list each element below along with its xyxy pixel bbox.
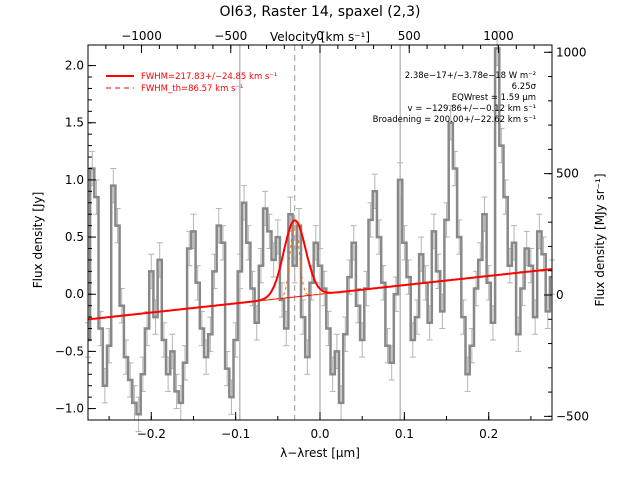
top-tick-label: −1000 xyxy=(121,29,162,43)
y-tick-label: 2.0 xyxy=(65,59,84,73)
annotation-4: Broadening = 200.00+/−22.62 km s⁻¹ xyxy=(373,115,536,125)
right-tick-label: −500 xyxy=(556,409,589,423)
x-tick-label: 0.2 xyxy=(479,427,498,441)
top-tick-label: 500 xyxy=(398,29,421,43)
x-tick-label: 0.0 xyxy=(310,427,329,441)
plot-layer: −0.2 −0.1 0.0 0.1 0.2 −1000 −500 0 500 1000 −1.0 −0… xyxy=(55,29,589,441)
y-tick-label: 1.0 xyxy=(65,173,84,187)
gaussian-fit-line xyxy=(87,219,553,321)
x-tick-label: 0.1 xyxy=(395,427,414,441)
right-tick-label: 1000 xyxy=(556,45,587,59)
annotation-2: EQWrest = 1.59 μm xyxy=(452,93,536,103)
top-tick-label: 1000 xyxy=(483,29,514,43)
y-tick-label: 0.5 xyxy=(65,230,84,244)
right-tick-label: 0 xyxy=(556,288,564,302)
x-axis-bottom-label: λ−λrest [μm] xyxy=(280,446,360,460)
annotation-1: 6.25σ xyxy=(512,82,537,92)
y-tick-label: −1.0 xyxy=(55,402,84,416)
x-tick-label: −0.2 xyxy=(137,427,166,441)
x-axis-top-label: Velocity [km s⁻¹] xyxy=(270,30,370,44)
y-tick-label: −0.5 xyxy=(55,344,84,358)
spectrum-line xyxy=(88,47,552,416)
top-tick-label: 0 xyxy=(316,29,324,43)
x-tick-label: −0.1 xyxy=(221,427,250,441)
chart-title: OI63, Raster 14, spaxel (2,3) xyxy=(220,4,421,20)
annotation-3: v = −129.86+/−−0.12 km s⁻¹ xyxy=(407,104,536,114)
y-axis-left-label: Flux density [Jy] xyxy=(31,192,45,289)
legend-label-1: FWHM_th=86.57 km s⁻¹ xyxy=(141,84,243,94)
top-tick-label: −500 xyxy=(214,29,247,43)
y-tick-label: 0.0 xyxy=(65,287,84,301)
y-tick-label: 1.5 xyxy=(65,116,84,130)
legend-label-0: FWHM=217.83+/−24.85 km s⁻¹ xyxy=(141,72,277,82)
y-axis-right-label: Flux density [MJy sr⁻¹] xyxy=(593,173,607,306)
right-tick-label: 500 xyxy=(556,167,579,181)
legend: FWHM=217.83+/−24.85 km s⁻¹ FWHM_th=86.57 … xyxy=(106,72,277,94)
annotation-0: 2.38e−17+/−3.78e−18 W m⁻² xyxy=(405,71,536,81)
